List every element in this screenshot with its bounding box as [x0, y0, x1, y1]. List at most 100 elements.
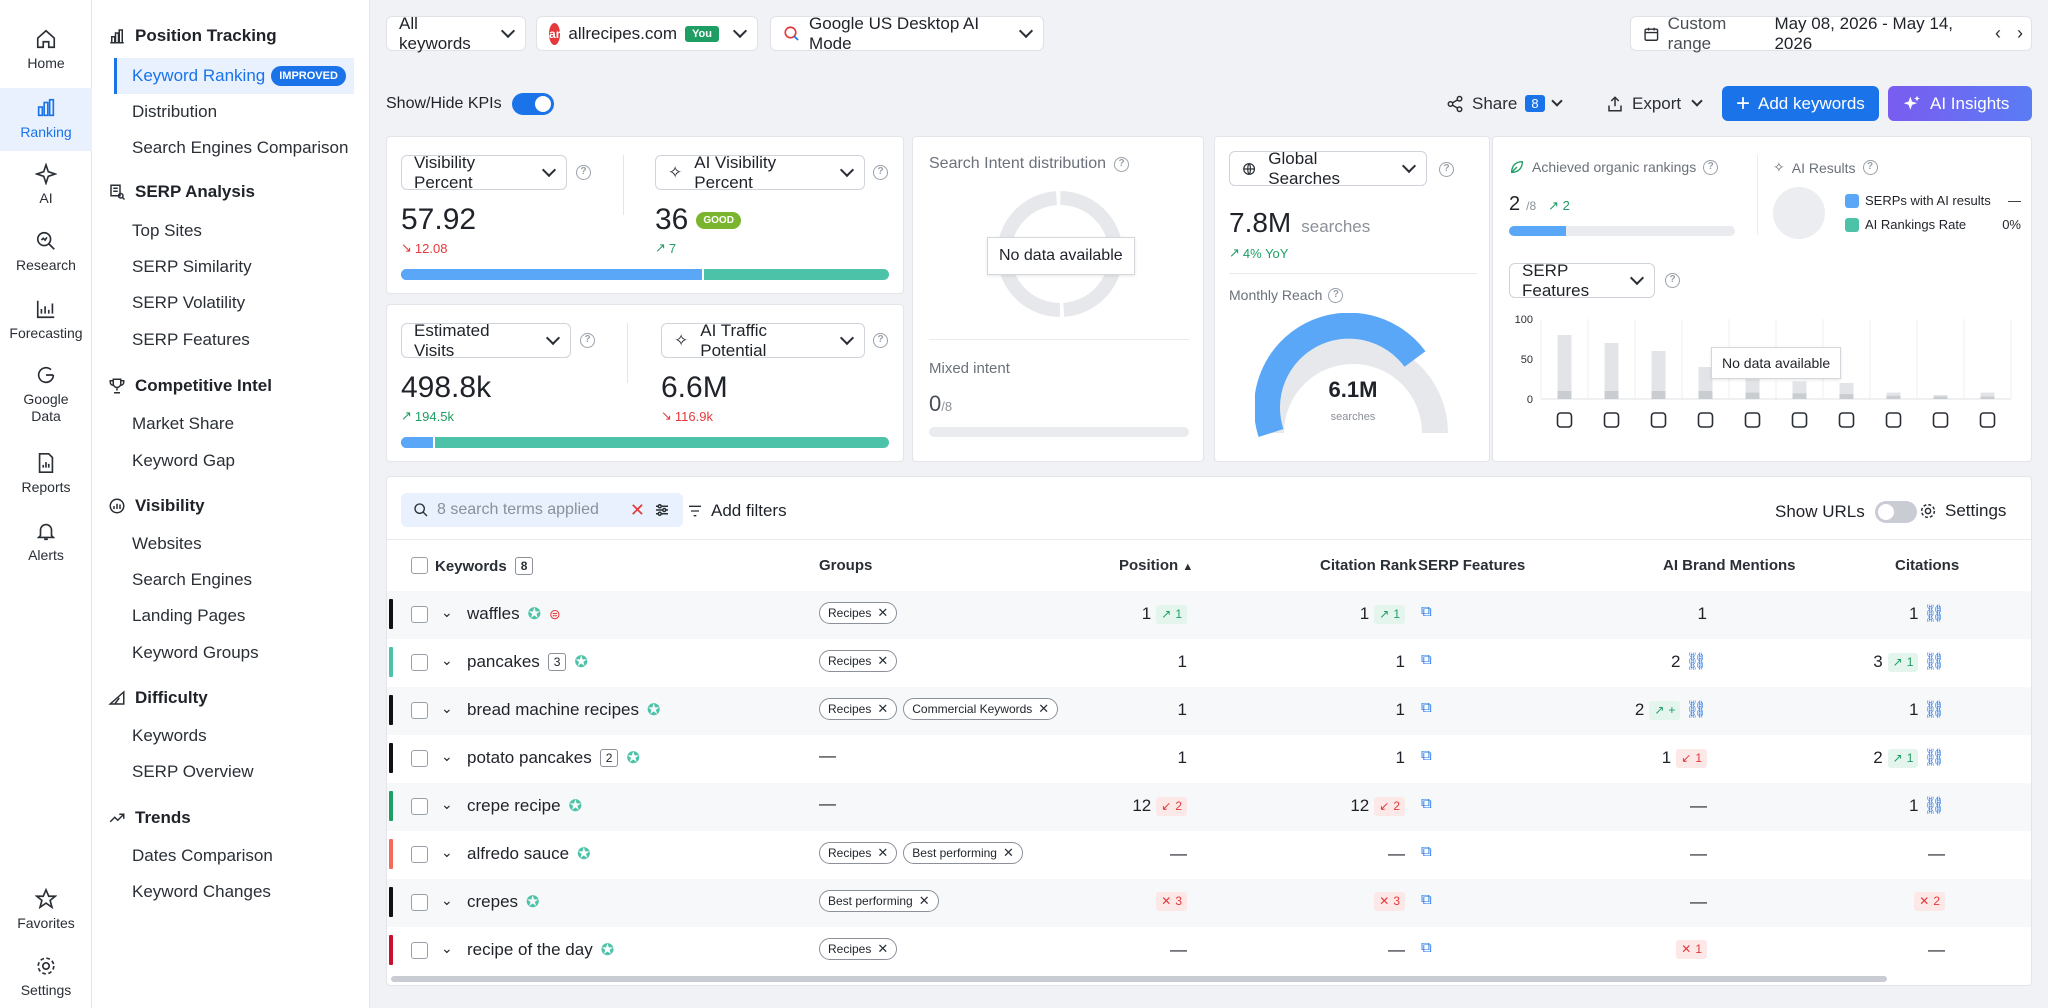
group-tag[interactable]: Best performing ✕: [903, 842, 1023, 864]
image-icon[interactable]: [1697, 412, 1714, 428]
remove-tag-icon[interactable]: ✕: [877, 941, 889, 956]
remove-tag-icon[interactable]: ✕: [1038, 701, 1050, 716]
keyword-text[interactable]: alfredo sauce: [467, 844, 570, 863]
table-row[interactable]: ⌄ potato pancakes 2 ✪ — 1 1 ⧉ 1 ↙ 1 2 ↗ 1 ⛓︎: [387, 735, 2031, 783]
section-difficulty[interactable]: Difficulty: [108, 688, 208, 708]
col-keywords[interactable]: Keywords 8: [435, 557, 534, 575]
expand-chevron-icon[interactable]: ⌄: [441, 652, 453, 668]
rail-alerts[interactable]: Alerts: [0, 520, 92, 564]
group-tag[interactable]: Recipes ✕: [819, 938, 898, 960]
help-icon[interactable]: ?: [873, 333, 888, 348]
row-checkbox[interactable]: [411, 750, 428, 767]
col-citations[interactable]: Citations: [1895, 557, 1960, 574]
sidebar-item-top-sites[interactable]: Top Sites: [132, 221, 202, 240]
help-icon[interactable]: ?: [1114, 156, 1129, 172]
col-serp-features[interactable]: SERP Features: [1418, 557, 1526, 574]
section-serp-analysis[interactable]: SERP Analysis: [108, 182, 255, 202]
export-button[interactable]: Export: [1592, 86, 1715, 121]
remove-tag-icon[interactable]: ✕: [918, 893, 930, 908]
remove-tag-icon[interactable]: ✕: [877, 845, 889, 860]
group-tag[interactable]: Commercial Keywords ✕: [903, 698, 1059, 720]
expand-chevron-icon[interactable]: ⌄: [441, 940, 453, 956]
remove-tag-icon[interactable]: ✕: [877, 653, 889, 668]
keyword-text[interactable]: recipe of the day: [467, 940, 593, 959]
external-link-icon[interactable]: ⧉: [1421, 795, 1432, 812]
section-competitive-intel[interactable]: Competitive Intel: [108, 376, 272, 396]
keyword-text[interactable]: waffles: [467, 604, 520, 623]
expand-chevron-icon[interactable]: ⌄: [441, 796, 453, 812]
reviews-icon[interactable]: [1791, 412, 1808, 428]
sidebar-item-search-engines[interactable]: Search Engines: [132, 570, 253, 589]
serp-features-select[interactable]: SERP Features: [1509, 261, 1655, 300]
site-select[interactable]: ar allrecipes.com You: [536, 16, 758, 51]
expand-chevron-icon[interactable]: ⌄: [441, 604, 453, 620]
rail-favorites[interactable]: Favorites: [0, 888, 92, 932]
help-icon[interactable]: ?: [1328, 287, 1344, 303]
remove-tag-icon[interactable]: ✕: [877, 605, 889, 620]
remove-tag-icon[interactable]: ✕: [1002, 845, 1014, 860]
help-icon[interactable]: ?: [580, 333, 595, 348]
link-icon[interactable]: ⛓︎: [1923, 796, 1945, 815]
external-link-icon[interactable]: ⧉: [1421, 939, 1432, 956]
sidebar-item-websites[interactable]: Websites: [132, 534, 202, 553]
table-row[interactable]: ⌄ waffles ✪ ⊜ Recipes ✕ 1 ↗ 1 1 ↗ 1 ⧉ 1 1 ⛓︎: [387, 591, 2031, 639]
expand-chevron-icon[interactable]: ⌄: [441, 748, 453, 764]
row-checkbox[interactable]: [411, 798, 428, 815]
row-checkbox[interactable]: [411, 846, 428, 863]
settings-button[interactable]: Settings: [1919, 501, 2006, 521]
row-checkbox[interactable]: [411, 894, 428, 911]
expand-chevron-icon[interactable]: ⌄: [441, 844, 453, 860]
table-row[interactable]: ⌄ alfredo sauce ✪ Recipes ✕ Best performin…: [387, 831, 2031, 879]
row-checkbox[interactable]: [411, 606, 428, 623]
date-range-picker[interactable]: Custom range May 08, 2026 - May 14, 2026…: [1630, 14, 2032, 53]
group-tag[interactable]: Recipes ✕: [819, 842, 898, 864]
visibility-metric-select[interactable]: Visibility Percent: [401, 153, 567, 192]
rail-research[interactable]: Research: [0, 230, 92, 274]
sidebar-item-landing-pages[interactable]: Landing Pages: [132, 606, 246, 625]
rail-ranking[interactable]: Ranking: [0, 88, 92, 151]
row-checkbox[interactable]: [411, 942, 428, 959]
sidebar-item-serp-overview[interactable]: SERP Overview: [132, 762, 254, 781]
ai-overview-icon[interactable]: [1556, 412, 1573, 428]
rail-settings[interactable]: Settings: [0, 955, 92, 999]
sidebar-item-keyword-ranking[interactable]: Keyword Ranking IMPROVED: [114, 58, 354, 94]
rail-forecasting[interactable]: Forecasting: [0, 298, 92, 342]
col-citation-rank[interactable]: Citation Rank: [1320, 557, 1417, 574]
add-filters-button[interactable]: Add filters: [687, 501, 787, 521]
table-icon[interactable]: [1979, 412, 1996, 428]
keywords-filter-select[interactable]: All keywords: [386, 14, 526, 53]
sidebar-item-keyword-gap[interactable]: Keyword Gap: [132, 451, 235, 470]
col-position[interactable]: Position ▲: [1119, 557, 1193, 574]
sidebar-item-serp-similarity[interactable]: SERP Similarity: [132, 257, 252, 276]
sidebar-item-dates-comparison[interactable]: Dates Comparison: [132, 846, 273, 865]
help-icon[interactable]: ?: [1862, 160, 1878, 175]
engine-select[interactable]: Google US Desktop AI Mode: [770, 14, 1044, 53]
help-icon[interactable]: ?: [1439, 162, 1454, 177]
table-row[interactable]: ⌄ pancakes 3 ✪ Recipes ✕ 1 1 ⧉ 2 ⛓︎ 3 ↗ 1 ⛓︎: [387, 639, 2031, 687]
sidebar-item-search-engines-comparison[interactable]: Search Engines Comparison: [132, 138, 349, 157]
next-range-icon[interactable]: ›: [2017, 23, 2023, 43]
link-icon[interactable]: ⛓︎: [1923, 604, 1945, 623]
row-checkbox[interactable]: [411, 702, 428, 719]
search-terms-filter[interactable]: 8 search terms applied ✕: [401, 493, 683, 527]
ai-visibility-metric-select[interactable]: ✧ AI Visibility Percent: [655, 153, 865, 192]
ai-traffic-metric-select[interactable]: ✧ AI Traffic Potential: [661, 321, 865, 360]
keyword-text[interactable]: bread machine recipes: [467, 700, 639, 719]
table-row[interactable]: ⌄ bread machine recipes ✪ Recipes ✕ Commer…: [387, 687, 2031, 735]
keyword-text[interactable]: crepe recipe: [467, 796, 561, 815]
news-icon[interactable]: [1650, 412, 1667, 428]
share-button[interactable]: Share 8: [1432, 86, 1575, 121]
table-row[interactable]: ⌄ recipe of the day ✪ Recipes ✕ — — ⧉ ✕ 1 …: [387, 927, 2031, 975]
link-icon[interactable]: [1603, 412, 1620, 428]
expand-chevron-icon[interactable]: ⌄: [441, 892, 453, 908]
link-icon[interactable]: ⛓︎: [1923, 700, 1945, 719]
link-icon[interactable]: ⛓︎: [1923, 748, 1945, 767]
keyword-text[interactable]: crepes: [467, 892, 519, 911]
link-icon[interactable]: ⛓︎: [1923, 652, 1945, 671]
remove-tag-icon[interactable]: ✕: [877, 701, 889, 716]
help-icon[interactable]: ?: [873, 165, 888, 180]
sidebar-item-market-share[interactable]: Market Share: [132, 414, 235, 433]
prev-range-icon[interactable]: ‹: [1995, 23, 2001, 43]
section-position-tracking[interactable]: Position Tracking: [108, 26, 277, 46]
help-icon[interactable]: ?: [576, 165, 591, 180]
